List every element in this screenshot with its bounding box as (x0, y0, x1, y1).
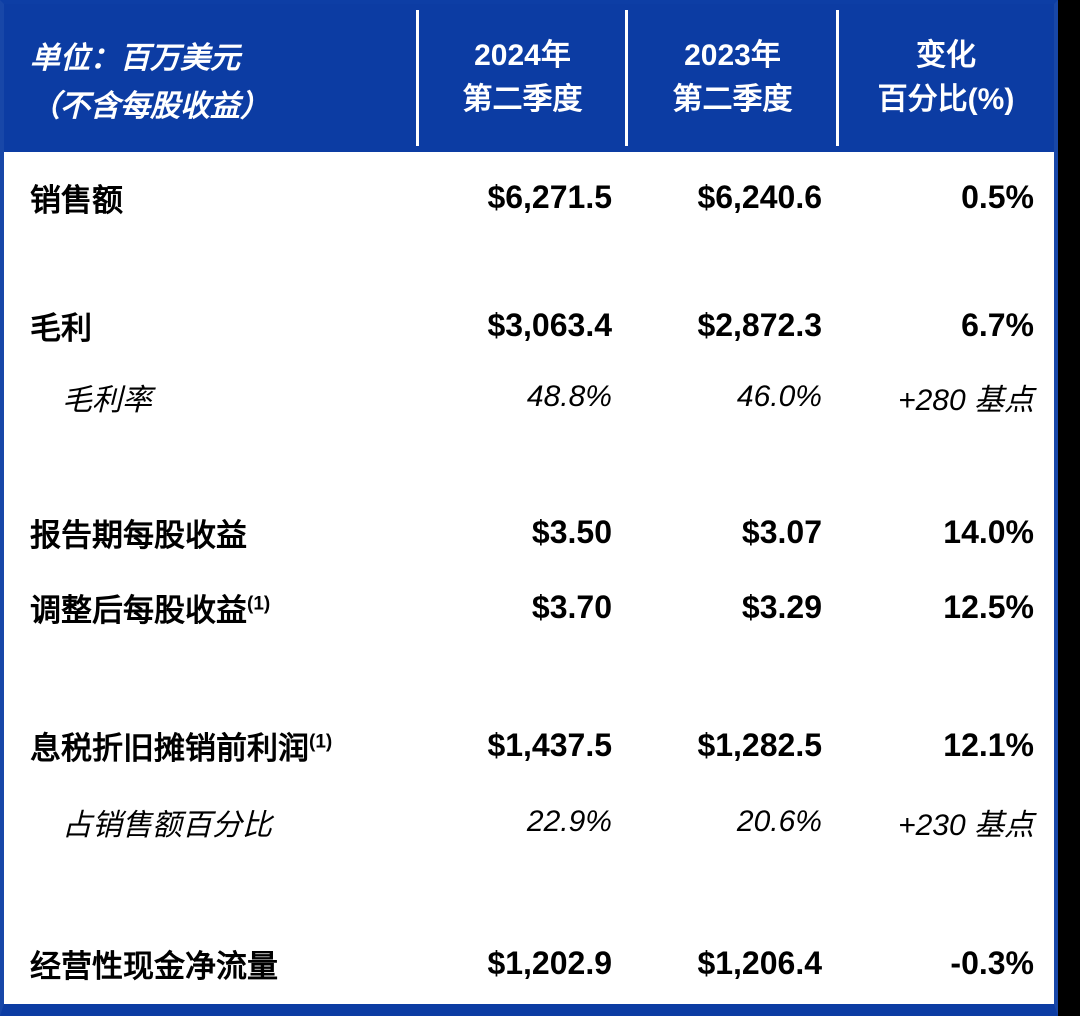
value-change: 6.7% (961, 306, 1034, 343)
row-ebitda: 息税折旧摊销前利润(1) $1,437.5 $1,282.5 12.1% (4, 700, 1054, 790)
column-header-q2-2023: 2023年 第二季度 (627, 4, 838, 152)
value-q2-2023: $1,282.5 (697, 726, 822, 763)
header-divider-3 (836, 10, 839, 146)
value-change: 0.5% (961, 178, 1034, 215)
value-q2-2023: 20.6% (736, 805, 822, 838)
row-label: 销售额 (30, 182, 123, 218)
header-divider-2 (625, 10, 628, 146)
unit-label-line2: （不含每股收益） (30, 90, 270, 123)
value-q2-2024: $3.70 (531, 588, 612, 625)
q2-2023-year: 2023年 (684, 39, 781, 72)
value-q2-2023: $3.07 (741, 513, 822, 550)
value-change: 14.0% (943, 513, 1034, 550)
column-header-change-pct: 变化 百分比(%) (838, 4, 1054, 152)
row-reported-eps: 报告期每股收益 $3.50 $3.07 14.0% (4, 492, 1054, 572)
value-q2-2023: $1,206.4 (697, 944, 822, 981)
q2-2024-quarter: 第二季度 (462, 83, 583, 116)
row-gross-margin: 毛利率 48.8% 46.0% +280 基点 (4, 370, 1054, 424)
row-label: 毛利率 (62, 384, 152, 417)
value-q2-2023: $3.29 (741, 588, 822, 625)
row-operating-cash-flow: 经营性现金净流量 $1,202.9 $1,206.4 -0.3% (4, 922, 1054, 1004)
row-ebitda-margin: 占销售额百分比 22.9% 20.6% +230 基点 (4, 790, 1054, 854)
value-q2-2024: 22.9% (526, 805, 612, 838)
value-q2-2024: $1,437.5 (487, 726, 612, 763)
row-label: 经营性现金净流量 (30, 948, 278, 984)
value-q2-2023: 46.0% (736, 380, 822, 413)
table-header-row: 单位：百万美元 （不含每股收益） 2024年 第二季度 2023年 第二季度 变… (4, 4, 1054, 152)
column-header-q2-2024: 2024年 第二季度 (418, 4, 627, 152)
right-black-margin (1058, 0, 1080, 1016)
q2-2024-year: 2024年 (474, 39, 571, 72)
value-q2-2024: $6,271.5 (487, 178, 612, 215)
row-label: 毛利 (30, 310, 92, 346)
footnote-marker: (1) (247, 593, 271, 615)
value-change: +230 基点 (898, 809, 1034, 842)
value-q2-2024: $3.50 (531, 513, 612, 550)
value-q2-2024: $1,202.9 (487, 944, 612, 981)
financial-results-table: 单位：百万美元 （不含每股收益） 2024年 第二季度 2023年 第二季度 变… (0, 0, 1058, 1016)
value-change: 12.5% (943, 588, 1034, 625)
change-line1: 变化 (916, 39, 976, 72)
value-change: +280 基点 (898, 384, 1034, 417)
value-change: 12.1% (943, 726, 1034, 763)
row-sales: 销售额 $6,271.5 $6,240.6 0.5% (4, 152, 1054, 242)
change-line2: 百分比(%) (877, 83, 1015, 116)
value-q2-2023: $2,872.3 (697, 306, 822, 343)
value-change: -0.3% (950, 944, 1034, 981)
row-label: 报告期每股收益 (30, 517, 247, 553)
header-divider-1 (416, 10, 419, 146)
table-body: 销售额 $6,271.5 $6,240.6 0.5% 毛利 $3,063.4 $… (4, 152, 1054, 1004)
row-gross-profit: 毛利 $3,063.4 $2,872.3 6.7% (4, 280, 1054, 370)
unit-label-line1: 单位：百万美元 (30, 42, 240, 75)
unit-label: 单位：百万美元 （不含每股收益） (4, 4, 418, 152)
row-label: 调整后每股收益 (30, 592, 247, 628)
value-q2-2024: $3,063.4 (487, 306, 612, 343)
value-q2-2023: $6,240.6 (697, 178, 822, 215)
row-label: 占销售额百分比 (62, 809, 272, 842)
q2-2023-quarter: 第二季度 (672, 83, 793, 116)
value-q2-2024: 48.8% (526, 380, 612, 413)
row-label: 息税折旧摊销前利润 (30, 730, 309, 766)
footnote-marker: (1) (309, 731, 333, 753)
row-adjusted-eps: 调整后每股收益(1) $3.70 $3.29 12.5% (4, 572, 1054, 642)
